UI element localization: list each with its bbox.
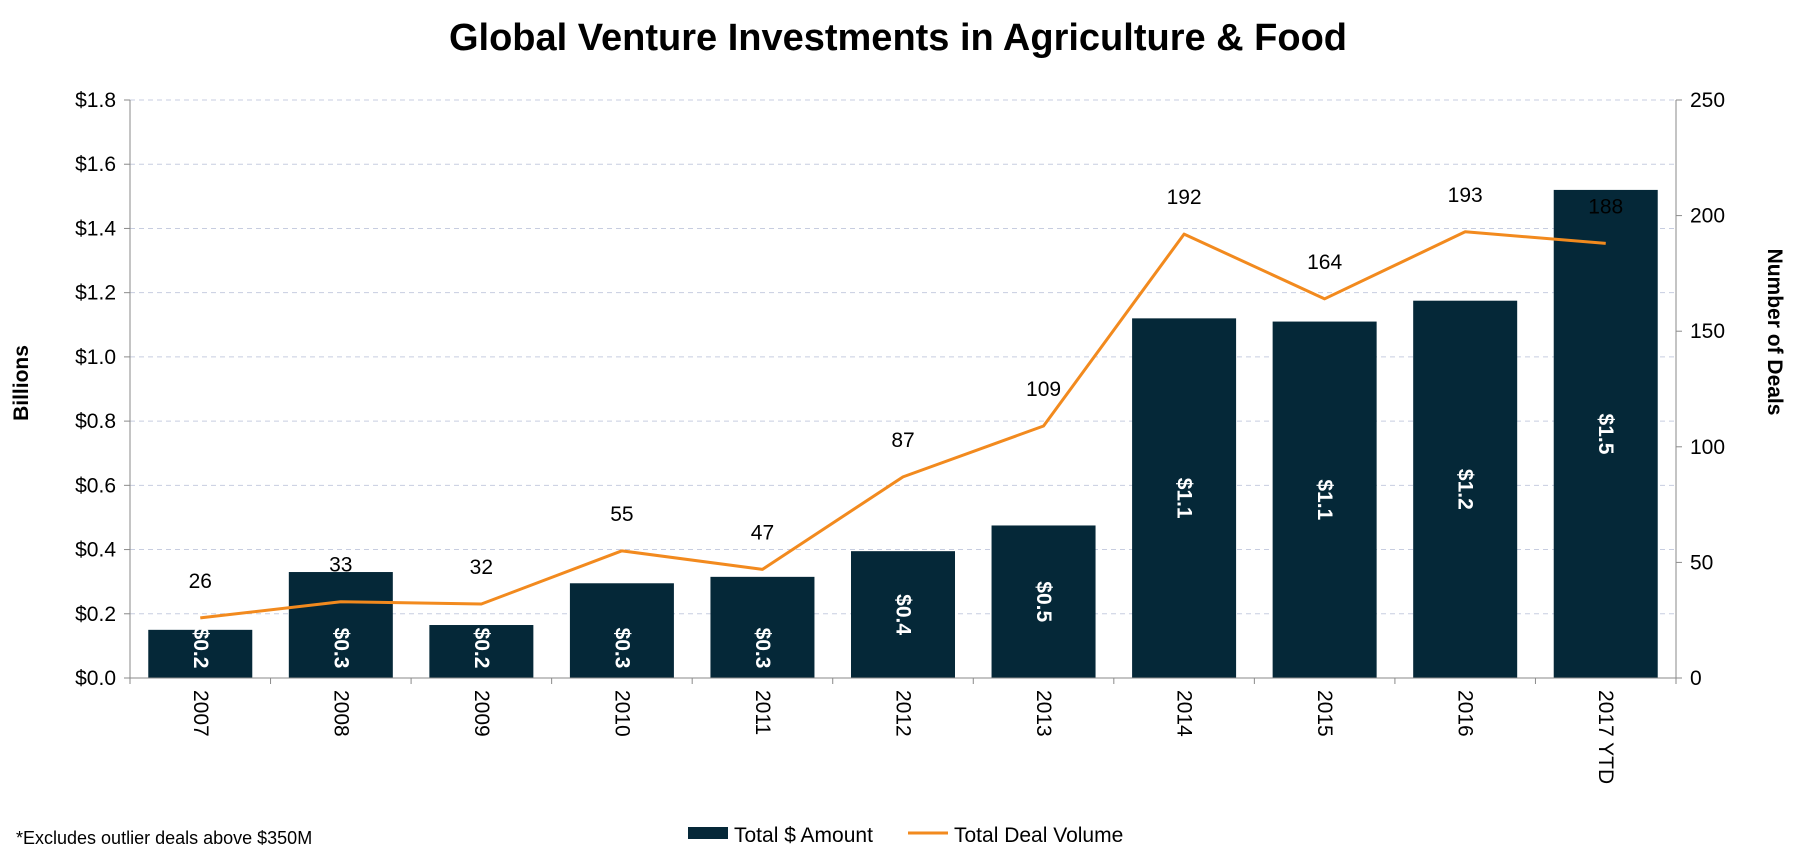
- y-tick-label: $1.4: [75, 217, 116, 240]
- line-value-label: 87: [891, 429, 914, 452]
- line-value-label: 32: [470, 556, 493, 579]
- x-tick-label: 2009: [470, 690, 493, 737]
- y-tick-label: $1.2: [75, 282, 116, 305]
- bar-value-label: $0.3: [329, 628, 352, 669]
- y-tick-label: $0.6: [75, 474, 116, 497]
- bar: [148, 629, 253, 678]
- x-tick-label: 2015: [1313, 690, 1336, 737]
- x-tick-label: 2017 YTD: [1594, 690, 1617, 784]
- y-tick-label: $0.8: [75, 410, 116, 433]
- bar: [288, 572, 393, 678]
- x-tick-label: 2011: [751, 690, 774, 735]
- bar-value-label: $0.3: [751, 628, 774, 669]
- bar: [1132, 318, 1237, 678]
- line-value-label: 188: [1588, 195, 1623, 218]
- bar: [1413, 300, 1518, 678]
- y-tick-label: $0.0: [75, 667, 116, 690]
- bar: [429, 625, 534, 678]
- bar-value-label: $0.5: [1032, 581, 1055, 622]
- bar-value-label: $1.2: [1454, 469, 1477, 510]
- y2-tick-label: 200: [1690, 205, 1725, 228]
- y-tick-label: $0.2: [75, 603, 116, 626]
- line-value-label: 47: [751, 521, 774, 544]
- bar-labels: $0.2 $0.3 $0.2 $0.3 $0.3 $0.4 $0.5 $1.1 $1.1 $1.2…: [189, 414, 1617, 669]
- y2-axis-title: Number of Deals: [1763, 249, 1786, 416]
- bar-value-label: $1.5: [1594, 414, 1617, 455]
- bar: [569, 583, 674, 678]
- bar-value-label: $1.1: [1173, 478, 1196, 519]
- line-value-label: 33: [329, 554, 352, 577]
- y-tick-label: $0.4: [75, 539, 116, 562]
- footnote: *Excludes outlier deals above $350M: [16, 828, 312, 848]
- line-value-label: 26: [189, 570, 212, 593]
- y2-tick-label: 0: [1690, 667, 1702, 690]
- bar: [1553, 189, 1658, 678]
- legend-bar-swatch: [688, 827, 728, 839]
- x-tick-label: 2016: [1454, 690, 1477, 737]
- y2-tick-label: 50: [1690, 551, 1713, 574]
- bar-value-label: $0.2: [470, 628, 493, 669]
- y-tick-label: $1.6: [75, 153, 116, 176]
- bar: [1272, 321, 1377, 678]
- bar-series: [148, 189, 1658, 678]
- bar-value-label: $0.2: [189, 628, 212, 669]
- x-tick-label: 2013: [1032, 690, 1055, 737]
- line-value-label: 193: [1448, 184, 1483, 207]
- y-axis-title: Billions: [10, 345, 33, 421]
- bar: [710, 576, 815, 678]
- bar: [991, 525, 1096, 678]
- y2-tick-label: 100: [1690, 436, 1725, 459]
- line-labels: 26 33 32 55 47 87 109 192 164 193 188: [189, 184, 1624, 593]
- x-tick-label: 2014: [1173, 690, 1196, 737]
- y2-tick-label: 250: [1690, 89, 1725, 112]
- bar-value-label: $0.3: [610, 628, 633, 669]
- x-tick-label: 2012: [892, 690, 915, 737]
- y2-axis-ticks: 0 50 100 150 200 250: [1676, 89, 1725, 690]
- y-tick-label: $1.8: [75, 89, 116, 112]
- legend: Total $ Amount Total Deal Volume: [688, 824, 1123, 847]
- x-tick-label: 2010: [610, 690, 633, 737]
- line-value-label: 109: [1026, 378, 1061, 401]
- y-tick-label: $1.0: [75, 346, 116, 369]
- legend-bar-label: Total $ Amount: [734, 824, 873, 847]
- bar: [850, 551, 956, 678]
- line-series: [200, 230, 1606, 620]
- x-axis-ticks: 2007 2008 2009 2010 2011 2012 2013 2014 2015 2016…: [129, 678, 1677, 784]
- y2-tick-label: 150: [1690, 320, 1725, 343]
- line-value-label: 55: [610, 503, 633, 526]
- y-axis-ticks: $0.0 $0.2 $0.4 $0.6 $0.8 $1.0 $1.2 $1.4 $1.6 $1.8: [75, 89, 130, 690]
- axes: [129, 100, 1677, 679]
- x-tick-label: 2007: [189, 690, 212, 737]
- line-value-label: 164: [1307, 251, 1342, 274]
- bar-value-label: $1.1: [1313, 479, 1336, 520]
- line-value-label: 192: [1167, 186, 1202, 209]
- legend-line-label: Total Deal Volume: [954, 824, 1123, 847]
- x-tick-label: 2008: [329, 690, 352, 737]
- chart-title: Global Venture Investments in Agricultur…: [449, 17, 1347, 59]
- bar-value-label: $0.4: [892, 594, 915, 635]
